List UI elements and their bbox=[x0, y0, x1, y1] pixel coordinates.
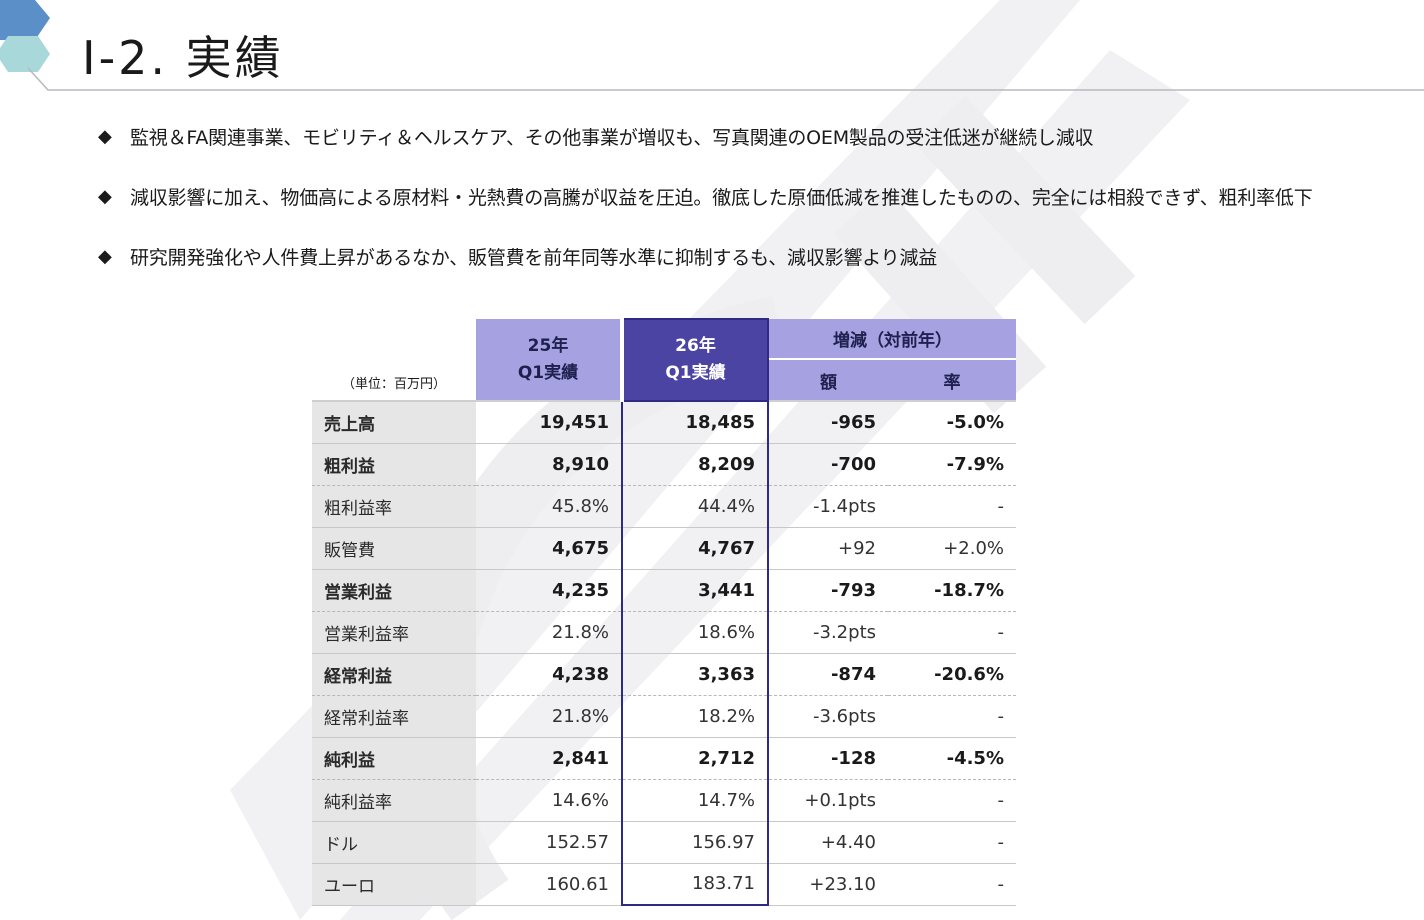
column-header-prev-period: Q1実績 bbox=[517, 362, 579, 383]
cell-current: 3,363 bbox=[621, 653, 769, 696]
row-label: 販管費 bbox=[312, 527, 476, 570]
cell-diff-amount: -874 bbox=[768, 653, 888, 696]
table-row: 粗利益 8,910 8,209 -700 -7.9% bbox=[312, 443, 1016, 486]
cell-current: 14.7% bbox=[621, 779, 769, 822]
cell-diff-amount: +92 bbox=[768, 527, 888, 570]
bullet-text: 減収影響に加え、物価高による原材料・光熱費の高騰が収益を圧迫。徹底した原価低減を… bbox=[130, 186, 1313, 209]
row-label: 純利益 bbox=[312, 737, 476, 780]
row-label: 経常利益率 bbox=[312, 695, 476, 738]
diamond-bullet-icon: ◆ bbox=[98, 125, 112, 147]
table-row: 売上高 19,451 18,485 -965 -5.0% bbox=[312, 400, 1016, 444]
cell-diff-rate: - bbox=[888, 779, 1016, 822]
row-label: ドル bbox=[312, 821, 476, 864]
cell-prev: 160.61 bbox=[476, 863, 622, 906]
row-label: 営業利益 bbox=[312, 569, 476, 612]
row-label: ユーロ bbox=[312, 863, 476, 906]
results-table: （単位：百万円） 25年 Q1実績 26年 Q1実績 増減（対前年） 額 率 売… bbox=[312, 318, 1016, 906]
column-header-prev: 25年 Q1実績 bbox=[476, 319, 624, 401]
cell-current: 18,485 bbox=[621, 401, 769, 444]
cell-diff-amount: -3.2pts bbox=[768, 611, 888, 654]
cell-diff-amount: -965 bbox=[768, 400, 888, 444]
column-header-current-period: Q1実績 bbox=[665, 363, 726, 383]
cell-prev: 4,675 bbox=[476, 527, 622, 570]
diamond-bullet-icon: ◆ bbox=[98, 245, 112, 267]
cell-current: 183.71 bbox=[621, 863, 769, 906]
table-body: 売上高 19,451 18,485 -965 -5.0% 粗利益 8,910 8,209 -7… bbox=[312, 400, 1016, 906]
cell-current: 4,767 bbox=[621, 527, 769, 570]
cell-diff-rate: -18.7% bbox=[888, 569, 1016, 612]
row-label: 粗利益 bbox=[312, 443, 476, 486]
cell-current: 8,209 bbox=[621, 443, 769, 486]
column-header-current-year: 26年 bbox=[675, 336, 716, 356]
cell-prev: 2,841 bbox=[476, 737, 622, 780]
table-row: 販管費 4,675 4,767 +92 +2.0% bbox=[312, 527, 1016, 570]
cell-prev: 152.57 bbox=[476, 821, 622, 864]
cell-prev: 19,451 bbox=[476, 400, 622, 444]
cell-diff-amount: -700 bbox=[768, 443, 888, 486]
row-label: 純利益率 bbox=[312, 779, 476, 822]
cell-diff-rate: - bbox=[888, 821, 1016, 864]
table-row: 経常利益 4,238 3,363 -874 -20.6% bbox=[312, 653, 1016, 696]
cell-prev: 14.6% bbox=[476, 779, 622, 822]
table-row: 営業利益 4,235 3,441 -793 -18.7% bbox=[312, 569, 1016, 612]
cell-current: 156.97 bbox=[621, 821, 769, 864]
row-label: 営業利益率 bbox=[312, 611, 476, 654]
bullet-item: ◆ 監視＆FA関連事業、モビリティ＆ヘルスケア、その他事業が増収も、写真関連のO… bbox=[98, 106, 1313, 166]
cell-diff-rate: +2.0% bbox=[888, 527, 1016, 570]
cell-diff-rate: - bbox=[888, 863, 1016, 906]
column-group-diff: 増減（対前年） bbox=[768, 319, 1016, 360]
unit-label: （単位：百万円） bbox=[341, 377, 446, 392]
cell-diff-amount: -1.4pts bbox=[768, 485, 888, 528]
cell-diff-rate: -4.5% bbox=[888, 737, 1016, 780]
table-row: ユーロ 160.61 183.71 +23.10- bbox=[312, 863, 1016, 906]
row-label: 売上高 bbox=[312, 400, 476, 444]
cell-prev: 21.8% bbox=[476, 695, 622, 738]
cell-current: 18.2% bbox=[621, 695, 769, 738]
cell-prev: 21.8% bbox=[476, 611, 622, 654]
cell-diff-rate: - bbox=[888, 695, 1016, 738]
hexagon-logo-icon bbox=[0, 0, 50, 72]
cell-diff-amount: +4.40 bbox=[768, 821, 888, 864]
bullet-item: ◆ 研究開発強化や人件費上昇があるなか、販管費を前年同等水準に抑制するも、減収影… bbox=[98, 226, 1313, 286]
table-row: 純利益率 14.6% 14.7% +0.1pts - bbox=[312, 779, 1016, 822]
cell-current: 44.4% bbox=[621, 485, 769, 528]
cell-diff-amount: +23.10 bbox=[768, 863, 888, 906]
cell-diff-rate: -5.0% bbox=[888, 400, 1016, 444]
cell-current: 2,712 bbox=[621, 737, 769, 780]
cell-current: 3,441 bbox=[621, 569, 769, 612]
cell-diff-rate: -7.9% bbox=[888, 443, 1016, 486]
cell-diff-amount: -793 bbox=[768, 569, 888, 612]
cell-diff-amount: +0.1pts bbox=[768, 779, 888, 822]
column-header-current: 26年 Q1実績 bbox=[621, 318, 769, 402]
bullet-text: 監視＆FA関連事業、モビリティ＆ヘルスケア、その他事業が増収も、写真関連のOEM… bbox=[130, 126, 1094, 149]
cell-prev: 45.8% bbox=[476, 485, 622, 528]
table-row: 営業利益率 21.8% 18.6% -3.2pts - bbox=[312, 611, 1016, 654]
cell-prev: 8,910 bbox=[476, 443, 622, 486]
cell-diff-amount: -3.6pts bbox=[768, 695, 888, 738]
diamond-bullet-icon: ◆ bbox=[98, 185, 112, 207]
bullet-text: 研究開発強化や人件費上昇があるなか、販管費を前年同等水準に抑制するも、減収影響よ… bbox=[130, 246, 938, 269]
bullet-list: ◆ 監視＆FA関連事業、モビリティ＆ヘルスケア、その他事業が増収も、写真関連のO… bbox=[98, 106, 1313, 286]
table-row: 経常利益率 21.8% 18.2% -3.6pts - bbox=[312, 695, 1016, 738]
table-row: 純利益 2,841 2,712 -128 -4.5% bbox=[312, 737, 1016, 780]
cell-diff-amount: -128 bbox=[768, 737, 888, 780]
cell-diff-rate: - bbox=[888, 611, 1016, 654]
column-header-prev-year: 25年 bbox=[527, 335, 569, 356]
cell-prev: 4,238 bbox=[476, 653, 622, 696]
cell-diff-rate: - bbox=[888, 485, 1016, 528]
table-row: ドル 152.57 156.97 +4.40- bbox=[312, 821, 1016, 864]
page-title: Ⅰ-2. 実績 bbox=[82, 31, 284, 85]
title-underline bbox=[27, 67, 1424, 91]
column-header-diff-amount: 額 bbox=[768, 359, 888, 401]
cell-prev: 4,235 bbox=[476, 569, 622, 612]
cell-diff-rate: -20.6% bbox=[888, 653, 1016, 696]
row-label: 粗利益率 bbox=[312, 485, 476, 528]
bullet-item: ◆ 減収影響に加え、物価高による原材料・光熱費の高騰が収益を圧迫。徹底した原価低… bbox=[98, 166, 1313, 226]
row-label: 経常利益 bbox=[312, 653, 476, 696]
table-row: 粗利益率 45.8% 44.4% -1.4pts - bbox=[312, 485, 1016, 528]
cell-current: 18.6% bbox=[621, 611, 769, 654]
column-header-diff-rate: 率 bbox=[888, 359, 1016, 401]
